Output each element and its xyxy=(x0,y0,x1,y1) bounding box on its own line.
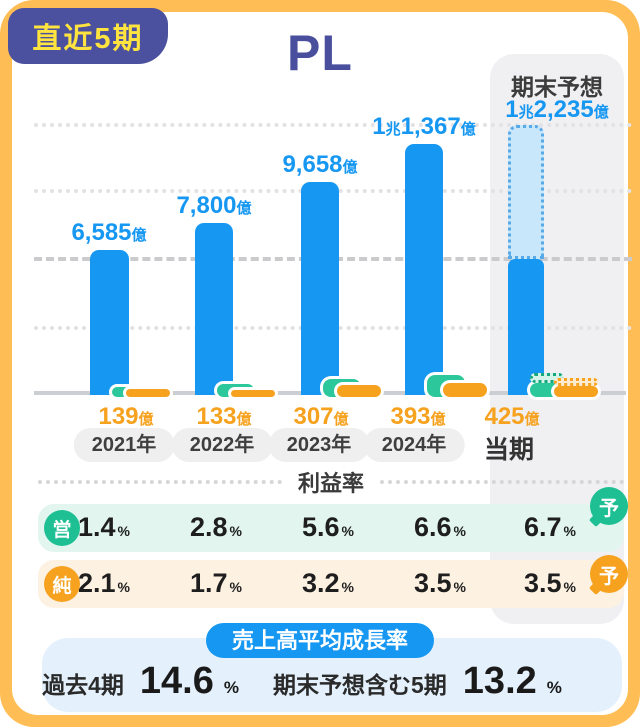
net-profit-mini-bar xyxy=(337,385,381,397)
year-pill: 2021年 xyxy=(73,428,175,462)
net-profit-mini-bar xyxy=(231,390,275,397)
forecast-badge-net: 予 xyxy=(590,555,628,593)
net-profit-mini-bar xyxy=(443,383,487,397)
year-label-current: 当期 xyxy=(483,436,535,464)
revenue-bar xyxy=(508,259,544,395)
rate-value: 3.5% xyxy=(414,568,466,598)
growth-stat-value: 13.2 xyxy=(462,660,537,702)
net-profit-mini-bar xyxy=(126,389,170,397)
net-profit-label: 393億 xyxy=(390,403,446,430)
net-profit-label: 307億 xyxy=(293,403,349,430)
rate-value: 5.6% xyxy=(302,512,354,542)
growth-stat-unit: % xyxy=(223,678,239,697)
growth-stat-label: 過去4期 xyxy=(42,672,124,698)
revenue-label: 1兆2,235億 xyxy=(505,96,609,123)
net-profit-mini-bar xyxy=(554,386,598,397)
forecast-badge-operating: 予 xyxy=(590,487,628,525)
revenue-bar xyxy=(405,144,443,395)
profit-rate-title: 利益率 xyxy=(298,471,365,496)
dotted-line-right xyxy=(380,480,625,484)
rate-value: 2.8% xyxy=(190,512,242,542)
net-profit-label: 139億 xyxy=(98,403,154,430)
net-icon: 純 xyxy=(44,566,80,602)
period-badge: 直近5期 xyxy=(8,8,168,64)
growth-title-pill: 売上高平均成長率 xyxy=(205,623,435,658)
net-profit-forecast-dotted xyxy=(554,378,598,386)
forecast-header: 期末予想 xyxy=(511,74,603,100)
net-profit-label: 425億 xyxy=(484,403,540,430)
rate-value: 2.1% xyxy=(78,568,130,598)
year-pill: 2022年 xyxy=(171,428,273,462)
net-profit-label: 133億 xyxy=(196,403,252,430)
profit-rate-divider: 利益率 xyxy=(38,468,625,496)
growth-stat-label: 期末予想含む5期 xyxy=(273,672,447,698)
profit-rate-row-net: 純 2.1% 1.7% 3.2% 3.5% 3.5% xyxy=(38,560,624,608)
operating-icon: 営 xyxy=(44,510,80,546)
revenue-label: 6,585億 xyxy=(71,219,147,246)
revenue-label: 7,800億 xyxy=(176,192,252,219)
rate-value: 3.5% xyxy=(524,568,576,598)
revenue-bar-forecast xyxy=(508,125,544,259)
growth-stat-value: 14.6 xyxy=(139,660,214,702)
growth-stat-unit: % xyxy=(546,678,562,697)
gridline-1 xyxy=(34,123,632,127)
profit-rate-row-operating: 営 1.4% 2.8% 5.6% 6.6% 6.7% xyxy=(38,504,624,552)
revenue-label: 9,658億 xyxy=(282,151,358,178)
year-pill: 2024年 xyxy=(363,428,465,462)
rate-value: 1.4% xyxy=(78,512,130,542)
pl-card: 期末予想 6,585億 139億 2021年 7,800億 133億 2022年 9,658… xyxy=(12,12,632,715)
rate-value: 6.6% xyxy=(414,512,466,542)
year-pill: 2023年 xyxy=(268,428,370,462)
page-title: PL xyxy=(287,25,353,81)
growth-stats: 過去4期 14.6% 期末予想含む5期 13.2% xyxy=(12,660,592,703)
revenue-label: 1兆1,367億 xyxy=(372,113,476,140)
rate-value: 1.7% xyxy=(190,568,242,598)
revenue-bar xyxy=(195,223,233,395)
revenue-bar xyxy=(301,182,339,395)
revenue-bar xyxy=(90,250,129,395)
rate-value: 3.2% xyxy=(302,568,354,598)
dotted-line-left xyxy=(38,480,282,484)
rate-value: 6.7% xyxy=(524,512,576,542)
